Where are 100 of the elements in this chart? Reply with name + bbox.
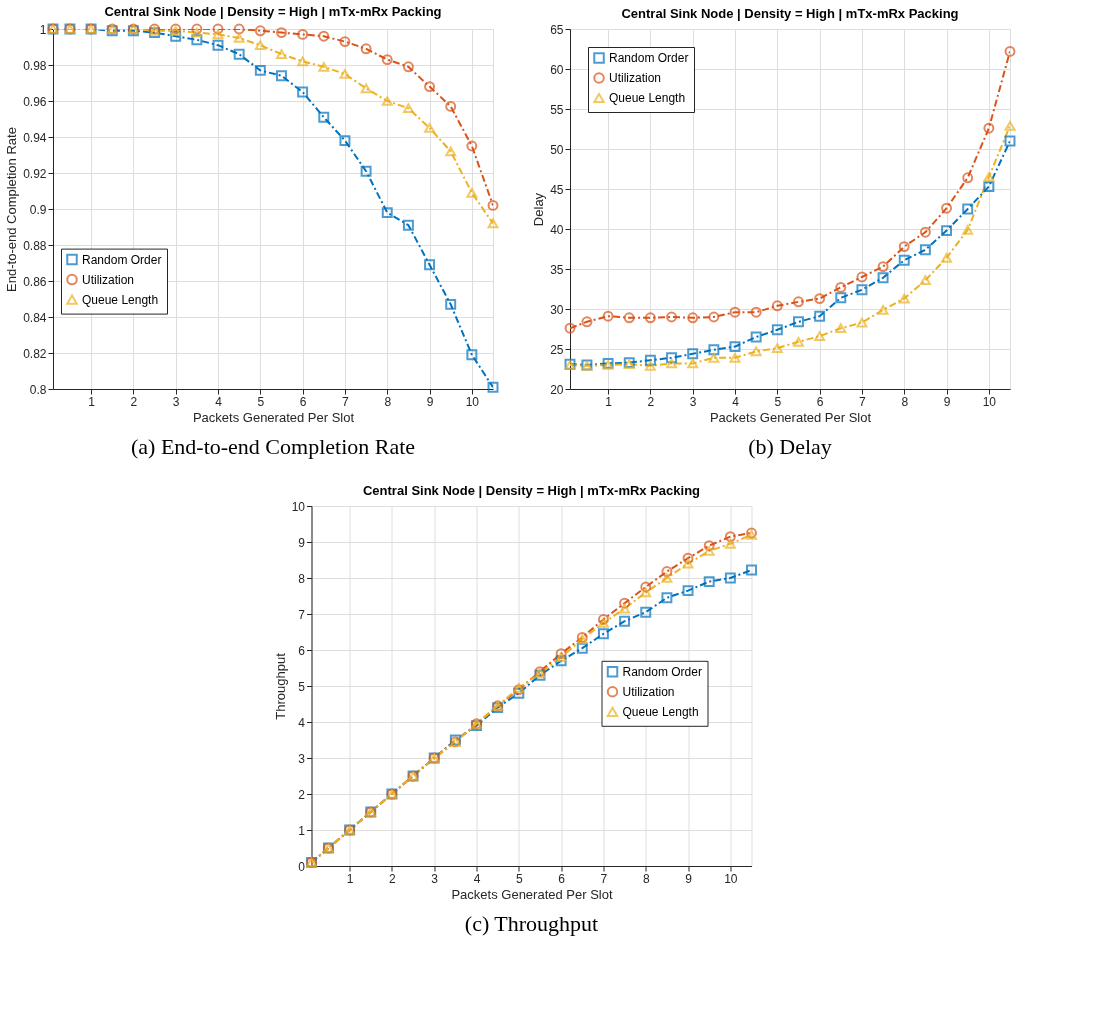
point bbox=[729, 341, 741, 353]
point bbox=[771, 300, 783, 312]
point bbox=[254, 25, 266, 37]
x-tick-label: 10 bbox=[724, 871, 738, 886]
x-tick-label: 5 bbox=[257, 394, 265, 409]
point bbox=[687, 312, 699, 324]
x-tick-label: 5 bbox=[774, 394, 782, 409]
point bbox=[877, 261, 889, 273]
point bbox=[661, 573, 673, 583]
point bbox=[619, 603, 631, 614]
point bbox=[402, 61, 414, 73]
chart-title: Central Sink Node | Density = High | mTx-mRx Packing bbox=[104, 3, 442, 19]
point bbox=[597, 618, 609, 628]
point bbox=[898, 241, 910, 253]
point bbox=[276, 27, 287, 39]
point bbox=[666, 352, 678, 364]
point bbox=[814, 310, 826, 322]
point bbox=[170, 30, 182, 42]
point bbox=[877, 272, 889, 284]
legend-label: Random Order bbox=[82, 252, 162, 267]
point bbox=[233, 33, 245, 43]
point bbox=[564, 322, 576, 334]
point bbox=[276, 70, 287, 82]
text: (a) End-to-end Completion Rate bbox=[130, 434, 416, 459]
point bbox=[212, 39, 224, 51]
point bbox=[445, 146, 457, 157]
point bbox=[1004, 45, 1016, 57]
x-tick-label: 3 bbox=[172, 394, 180, 409]
x-tick-label: 1 bbox=[605, 394, 613, 409]
point bbox=[381, 54, 393, 66]
point bbox=[708, 352, 720, 363]
y-tick-label: 6 bbox=[298, 643, 306, 658]
point bbox=[644, 360, 656, 371]
point bbox=[297, 28, 309, 40]
x-tick-label: 4 bbox=[215, 394, 223, 409]
point bbox=[898, 254, 910, 266]
x-tick-label: 9 bbox=[685, 871, 693, 886]
x-tick-label: 2 bbox=[389, 871, 397, 886]
point bbox=[360, 43, 372, 55]
point bbox=[339, 135, 351, 147]
point bbox=[318, 111, 330, 123]
x-axis-title: Packets Generated Per Slot bbox=[192, 409, 355, 425]
x-tick-label: 9 bbox=[426, 394, 434, 409]
y-tick-label: 0.96 bbox=[23, 94, 47, 109]
point bbox=[682, 585, 694, 597]
y-tick-label: 0.88 bbox=[23, 238, 47, 253]
point bbox=[602, 310, 614, 322]
point bbox=[724, 572, 736, 584]
point bbox=[771, 324, 783, 336]
y-tick-label: 4 bbox=[298, 715, 306, 730]
point bbox=[682, 552, 694, 564]
x-tick-label: 3 bbox=[689, 394, 697, 409]
x-tick-label: 5 bbox=[515, 871, 523, 886]
point bbox=[640, 606, 652, 618]
point bbox=[962, 203, 974, 215]
x-tick-label: 4 bbox=[732, 394, 740, 409]
point bbox=[962, 224, 974, 235]
y-tick-label: 65 bbox=[550, 22, 564, 37]
point bbox=[254, 40, 266, 51]
point bbox=[339, 69, 351, 79]
point bbox=[750, 306, 762, 318]
point bbox=[424, 81, 436, 93]
point bbox=[466, 140, 478, 152]
y-tick-label: 30 bbox=[550, 302, 564, 317]
point bbox=[898, 293, 910, 304]
legend-label: Random Order bbox=[622, 664, 702, 679]
point bbox=[487, 218, 499, 229]
point bbox=[661, 566, 673, 577]
point bbox=[746, 564, 757, 576]
point bbox=[1004, 135, 1016, 147]
legend-label: Queue Length bbox=[82, 292, 159, 307]
text: (b) Delay bbox=[748, 434, 832, 459]
point bbox=[729, 352, 741, 363]
point bbox=[360, 165, 372, 177]
point bbox=[983, 172, 995, 182]
point bbox=[487, 381, 499, 393]
point bbox=[941, 252, 953, 263]
point bbox=[597, 613, 609, 625]
point bbox=[814, 331, 826, 342]
y-tick-label: 0.94 bbox=[23, 130, 47, 145]
y-tick-label: 55 bbox=[550, 102, 564, 117]
x-tick-label: 2 bbox=[130, 394, 138, 409]
point bbox=[619, 597, 631, 609]
legend-label: Queue Length bbox=[609, 91, 686, 105]
point bbox=[703, 576, 715, 588]
point bbox=[487, 199, 499, 211]
point bbox=[233, 48, 245, 60]
point bbox=[750, 346, 762, 357]
point bbox=[835, 281, 847, 293]
point bbox=[644, 312, 656, 324]
y-tick-label: 3 bbox=[298, 751, 306, 766]
point bbox=[402, 219, 414, 231]
y-tick-label: 8 bbox=[298, 571, 306, 586]
point bbox=[402, 103, 414, 114]
point bbox=[276, 49, 287, 60]
y-tick-label: 0.84 bbox=[23, 310, 47, 325]
point bbox=[687, 348, 699, 360]
y-axis-title: End-to-end Completion Rate bbox=[4, 127, 20, 292]
chart-title: Central Sink Node | Density = High | mTx-mRx Packing bbox=[621, 6, 959, 21]
y-tick-label: 1 bbox=[39, 22, 47, 37]
